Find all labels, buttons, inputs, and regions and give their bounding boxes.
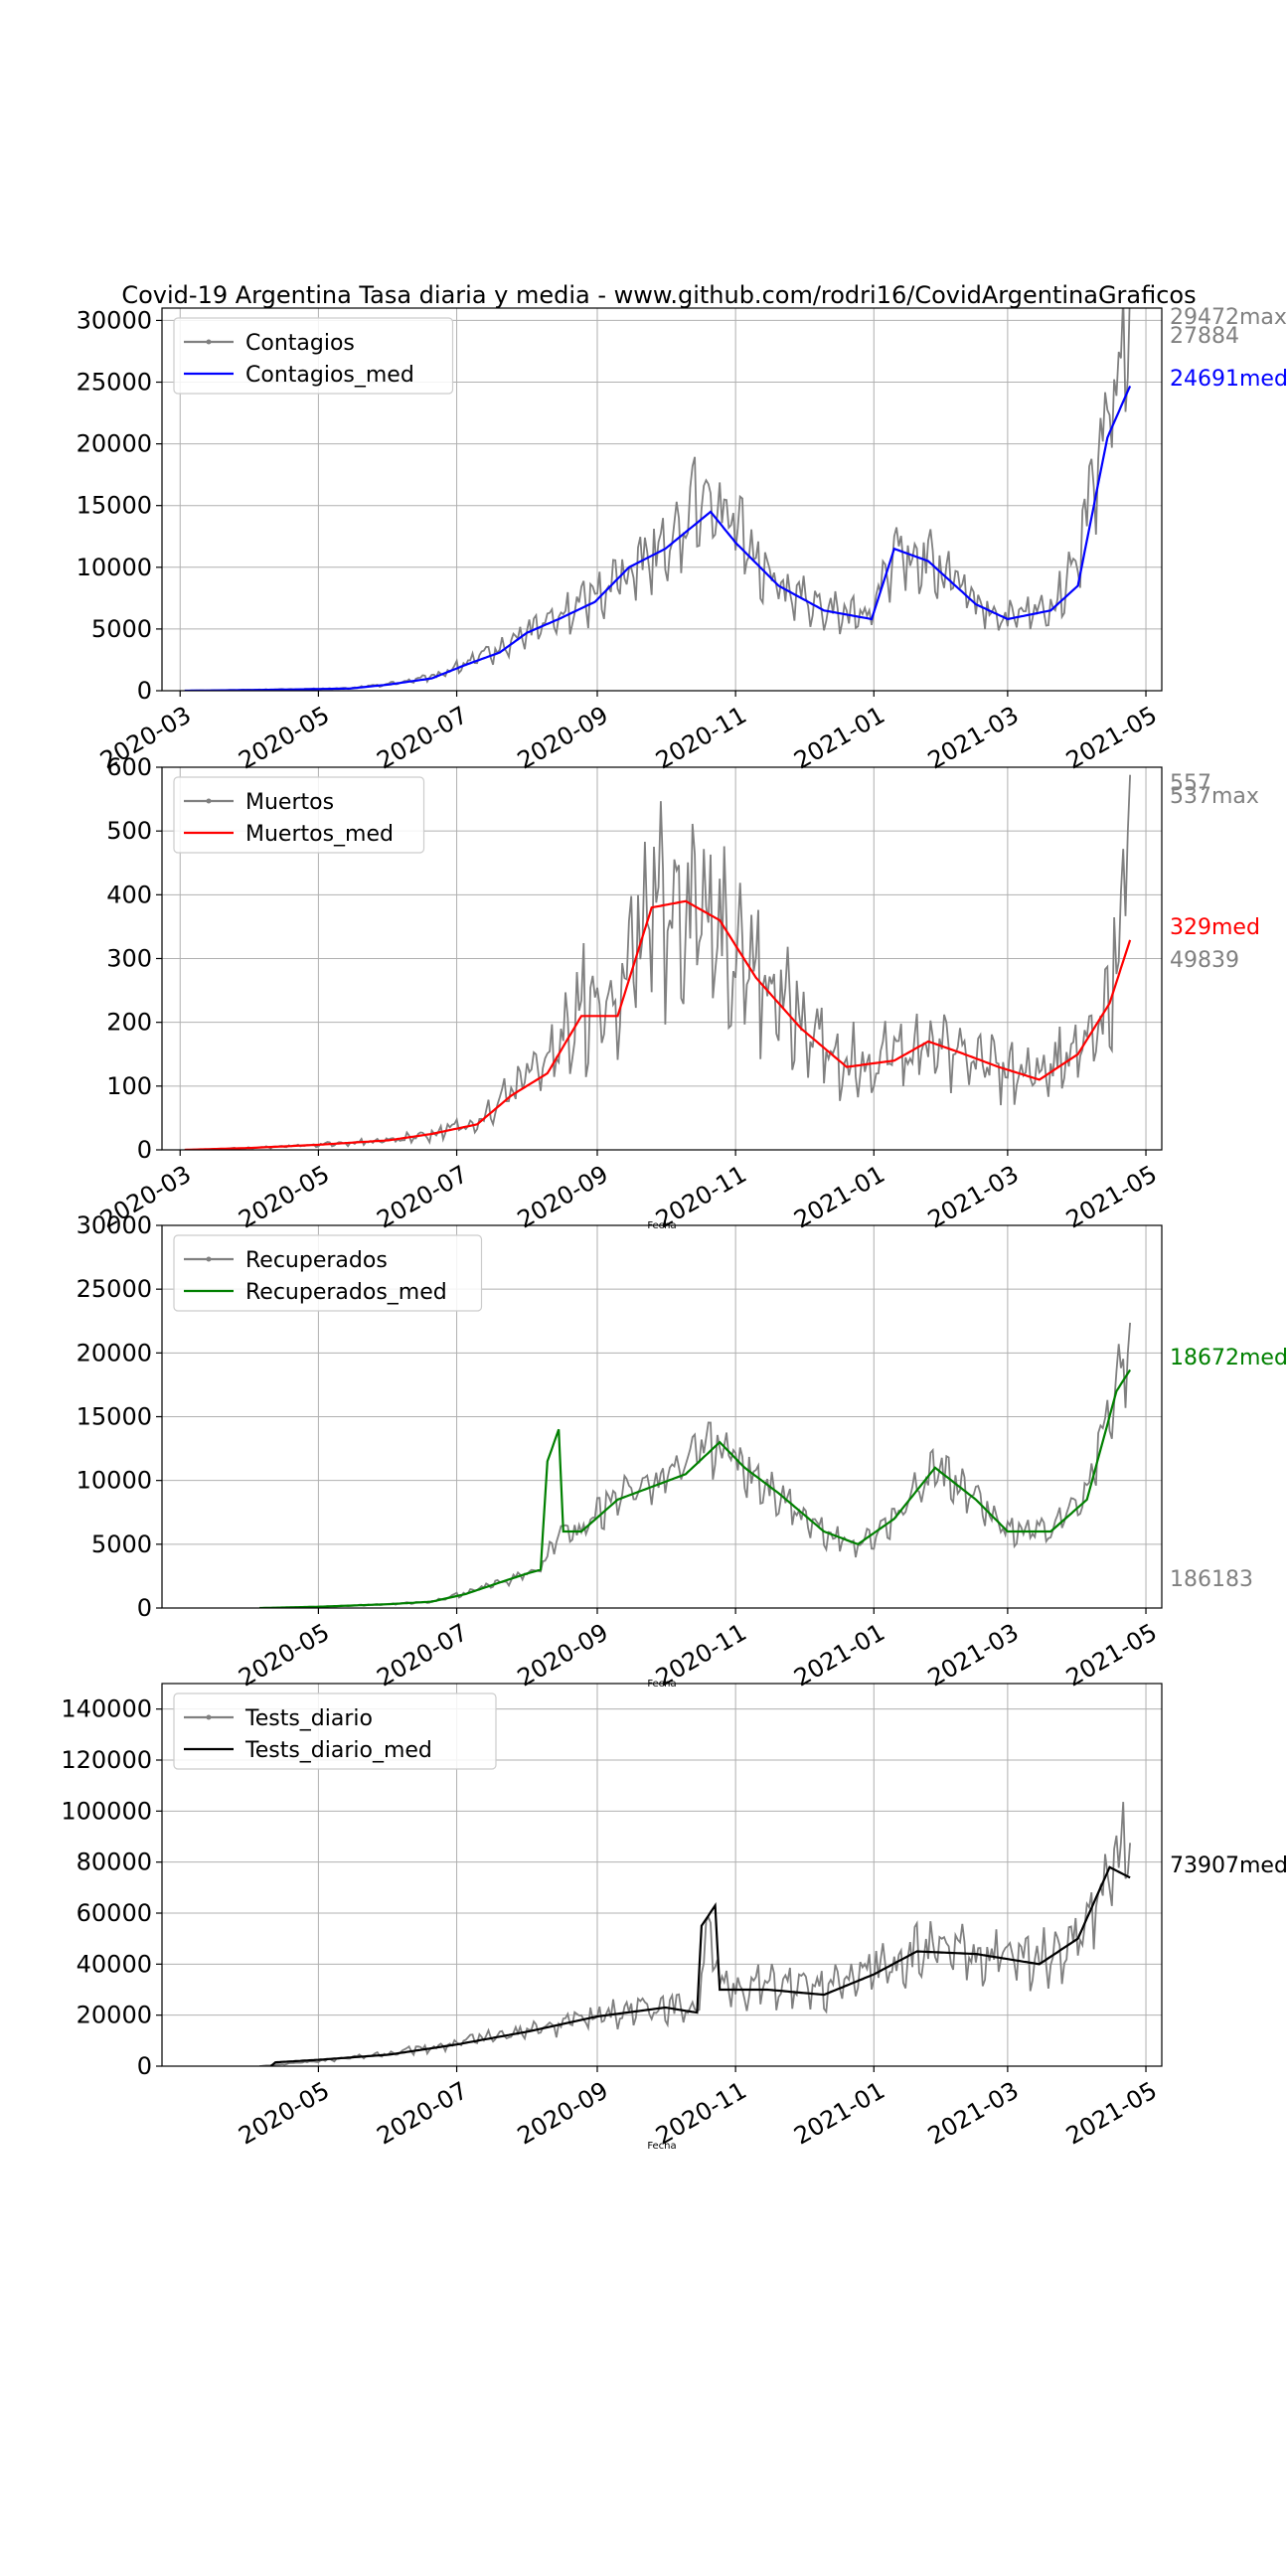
series-line-muertos_med [184, 899, 1132, 1150]
y-tick-label: 25000 [77, 1275, 152, 1303]
y-tick-label: 20000 [77, 430, 152, 458]
y-tick-label: 400 [106, 881, 152, 908]
series-line-tests_diario_med [269, 1865, 1131, 2066]
axes-frame [161, 766, 1163, 1151]
legend-marker [206, 798, 212, 804]
side-value-label: 329med [1170, 915, 1260, 940]
x-tick-label: 2021-03 [923, 1160, 1024, 1233]
y-tick-label: 120000 [61, 1746, 152, 1774]
x-tick-label: 2021-03 [923, 701, 1024, 774]
x-tick-label: 2020-09 [513, 1618, 613, 1691]
y-tick-label: 20000 [77, 1339, 152, 1367]
x-tick-label: 2021-05 [1061, 1618, 1162, 1691]
x-tick-label: 2020-07 [373, 701, 473, 774]
x-tick-label: 2020-11 [651, 701, 751, 774]
chart-panel-4: 0 20000 40000 60000 80000 100000 120000 140000 2… [61, 1683, 1288, 2152]
side-value-label: 27884 [1170, 324, 1239, 349]
axes-frame [161, 1224, 1163, 1609]
x-tick-label: 2020-05 [234, 1618, 334, 1691]
legend-label: Contagios [245, 331, 355, 356]
y-tick-label: 100 [106, 1072, 152, 1100]
legend-marker [206, 1714, 212, 1720]
series-line-contagios_med [184, 385, 1132, 691]
x-tick-label: 2021-03 [923, 2076, 1024, 2150]
side-value-label: 49839 [1170, 948, 1239, 973]
legend-label: Tests_diario_med [244, 1738, 432, 1763]
x-tick-label: 2020-11 [651, 2076, 751, 2150]
y-tick-label: 25000 [77, 369, 152, 397]
legend-marker [206, 1256, 212, 1262]
x-tick-label: 2021-01 [789, 2076, 889, 2150]
y-tick-label: 20000 [77, 2002, 152, 2029]
legend [173, 776, 425, 854]
y-tick-label: 60000 [77, 1899, 152, 1927]
x-tick-label: 2020-05 [234, 1160, 334, 1233]
y-tick-label: 40000 [77, 1950, 152, 1978]
x-tick-label: 2020-05 [234, 701, 334, 774]
legend [173, 1234, 483, 1312]
y-tick-label: 80000 [77, 1849, 152, 1876]
legend-label: Recuperados [245, 1248, 388, 1273]
y-tick-label: 300 [106, 945, 152, 973]
y-tick-label: 500 [106, 817, 152, 845]
legend [173, 1692, 497, 1770]
x-tick-label: 2020-07 [373, 2076, 473, 2150]
x-axis-label: Fecha [647, 2141, 676, 2152]
x-tick-label: 2020-05 [234, 2076, 334, 2150]
x-tick-label: 2020-07 [373, 1618, 473, 1691]
side-value-label: 537max [1170, 784, 1259, 809]
y-tick-label: 0 [137, 2052, 152, 2080]
x-tick-label: 2020-09 [513, 1160, 613, 1233]
y-tick-label: 30000 [77, 1211, 152, 1239]
y-tick-label: 15000 [77, 1403, 152, 1431]
series-line-tests_diario [259, 1802, 1131, 2066]
chart-panel-3: 0 5000 10000 15000 20000 25000 30000 2020-05 202… [77, 1211, 1288, 1692]
axes-frame [161, 307, 1163, 692]
y-tick-label: 100000 [61, 1797, 152, 1825]
legend-marker [206, 339, 212, 345]
legend [173, 317, 454, 395]
x-tick-label: 2021-01 [789, 701, 889, 774]
x-tick-label: 2020-09 [513, 701, 613, 774]
side-value-label: 73907med [1170, 1853, 1288, 1878]
legend-label: Tests_diario [244, 1706, 373, 1731]
side-value-label: 29472max [1170, 305, 1287, 330]
side-value-label: 18672med [1170, 1346, 1288, 1370]
y-tick-label: 200 [106, 1009, 152, 1037]
y-tick-label: 10000 [77, 554, 152, 581]
x-tick-label: 2021-03 [923, 1618, 1024, 1691]
x-tick-label: 2020-09 [513, 2076, 613, 2150]
x-tick-label: 2021-01 [789, 1160, 889, 1233]
y-tick-label: 15000 [77, 492, 152, 520]
side-value-label: 24691med [1170, 367, 1288, 392]
side-value-label: 186183 [1170, 1567, 1253, 1592]
legend-label: Recuperados_med [245, 1280, 447, 1305]
y-tick-label: 0 [137, 677, 152, 705]
legend-label: Muertos [245, 790, 334, 815]
x-tick-label: 2020-07 [373, 1160, 473, 1233]
legend-label: Contagios_med [245, 363, 414, 388]
series-line-recuperados_med [259, 1368, 1132, 1608]
legend-label: Muertos_med [245, 822, 394, 847]
x-tick-label: 2021-01 [789, 1618, 889, 1691]
x-tick-label: 2021-05 [1061, 1160, 1162, 1233]
x-tick-label: 2021-05 [1061, 701, 1162, 774]
y-tick-label: 600 [106, 753, 152, 781]
y-tick-label: 140000 [61, 1695, 152, 1723]
y-tick-label: 5000 [91, 615, 152, 643]
axes-frame [161, 1683, 1163, 2067]
chart-title: Covid-19 Argentina Tasa diaria y media -… [121, 281, 1196, 309]
y-tick-label: 0 [137, 1594, 152, 1622]
y-tick-label: 0 [137, 1136, 152, 1164]
y-tick-label: 30000 [77, 306, 152, 334]
x-tick-label: 2021-05 [1061, 2076, 1162, 2150]
side-value-label: 557 [1170, 771, 1211, 796]
y-tick-label: 5000 [91, 1530, 152, 1558]
y-tick-label: 10000 [77, 1467, 152, 1495]
